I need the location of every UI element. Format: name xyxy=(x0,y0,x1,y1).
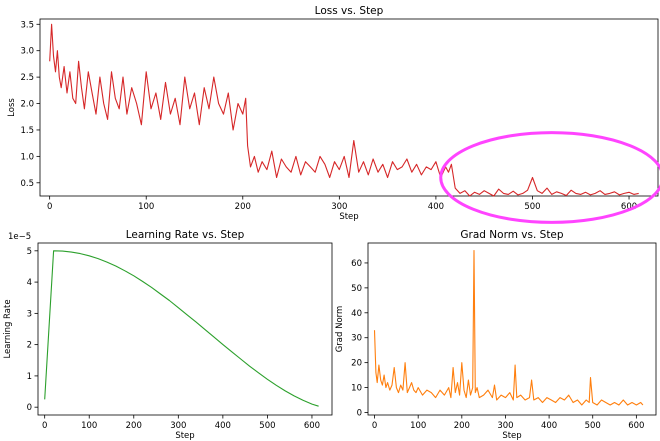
loss-x-tick-label: 300 xyxy=(331,202,347,212)
loss-x-tick-label: 200 xyxy=(235,202,251,212)
loss-x-tick-label: 600 xyxy=(621,202,637,212)
learning-rate-x-tick-label: 200 xyxy=(126,421,142,431)
grad-norm-y-tick-label: 40 xyxy=(351,309,362,319)
learning-rate-scale-offset-text: 1e−5 xyxy=(8,232,31,242)
loss-highlight-ellipse xyxy=(439,131,660,224)
loss-axes-frame xyxy=(39,18,659,197)
learning-rate-x-tick-label: 500 xyxy=(259,421,275,431)
grad-norm-x-tick-label: 200 xyxy=(454,421,470,431)
learning-rate-y-tick-label: 1 xyxy=(27,372,32,382)
loss-y-tick-label: 3.5 xyxy=(20,20,34,30)
loss-chart: 0 100 200 300 400 500 600 0.5 1.0 1.5 2.0 2.5 3.0 3.5… xyxy=(7,5,660,224)
learning-rate-y-tick-label: 4 xyxy=(27,278,32,288)
loss-y-axis-label: Loss xyxy=(7,98,17,117)
loss-x-tick-label: 500 xyxy=(524,202,540,212)
learning-rate-x-tick-label: 100 xyxy=(81,421,97,431)
learning-rate-series-line xyxy=(44,250,319,407)
loss-x-axis-label: Step xyxy=(339,212,358,222)
learning-rate-axes-frame xyxy=(37,242,333,416)
learning-rate-y-tick-label: 5 xyxy=(27,247,32,257)
learning-rate-chart-title: Learning Rate vs. Step xyxy=(126,229,245,241)
loss-y-tick-label: 1.0 xyxy=(20,152,34,162)
grad-norm-x-tick-label: 100 xyxy=(410,421,426,431)
grad-norm-y-axis-label: Grad Norm xyxy=(335,306,345,353)
grad-norm-chart-title: Grad Norm vs. Step xyxy=(460,229,563,241)
learning-rate-y-axis-label: Learning Rate xyxy=(3,299,13,358)
learning-rate-y-tick-label: 0 xyxy=(27,403,32,413)
loss-y-tick-label: 3.0 xyxy=(20,47,34,57)
grad-norm-y-tick-label: 50 xyxy=(351,284,362,294)
learning-rate-y-tick-label: 2 xyxy=(27,341,32,351)
grad-norm-x-tick-label: 300 xyxy=(497,421,513,431)
loss-x-tick-label: 0 xyxy=(47,202,52,212)
loss-y-tick-label: 2.0 xyxy=(20,100,34,110)
grad-norm-x-tick-label: 500 xyxy=(585,421,601,431)
learning-rate-x-tick-label: 0 xyxy=(42,421,47,431)
grad-norm-x-tick-label: 600 xyxy=(628,421,644,431)
loss-y-tick-label: 0.5 xyxy=(20,179,34,189)
grad-norm-y-tick-label: 60 xyxy=(351,259,362,269)
loss-series-line xyxy=(49,23,639,197)
grad-norm-x-tick-label: 400 xyxy=(541,421,557,431)
grad-norm-y-tick-label: 30 xyxy=(351,334,362,344)
grad-norm-x-axis-label: Step xyxy=(502,431,521,441)
loss-x-tick-label: 100 xyxy=(138,202,154,212)
loss-y-tick-label: 2.5 xyxy=(20,73,34,83)
grad-norm-series-line xyxy=(373,249,644,406)
grad-norm-x-tick-label: 0 xyxy=(372,421,377,431)
grad-norm-y-tick-label: 20 xyxy=(351,359,362,369)
loss-x-tick-label: 400 xyxy=(428,202,444,212)
learning-rate-chart: 0 100 200 300 400 500 600 0 1 2 3 4 5 Learning Rate v… xyxy=(3,229,333,441)
grad-norm-chart: 0 100 200 300 400 500 600 0 10 20 30 40 50 60 Grad Nor… xyxy=(335,229,657,441)
learning-rate-x-tick-label: 300 xyxy=(170,421,186,431)
grad-norm-y-tick-label: 0 xyxy=(357,409,362,419)
learning-rate-x-tick-label: 400 xyxy=(215,421,231,431)
learning-rate-y-tick-label: 3 xyxy=(27,309,32,319)
grad-norm-y-tick-label: 10 xyxy=(351,384,362,394)
grad-norm-axes-frame xyxy=(367,242,657,416)
loss-chart-title: Loss vs. Step xyxy=(315,5,384,17)
learning-rate-x-tick-label: 600 xyxy=(304,421,320,431)
loss-y-tick-label: 1.5 xyxy=(20,126,34,136)
learning-rate-x-axis-label: Step xyxy=(175,431,194,441)
